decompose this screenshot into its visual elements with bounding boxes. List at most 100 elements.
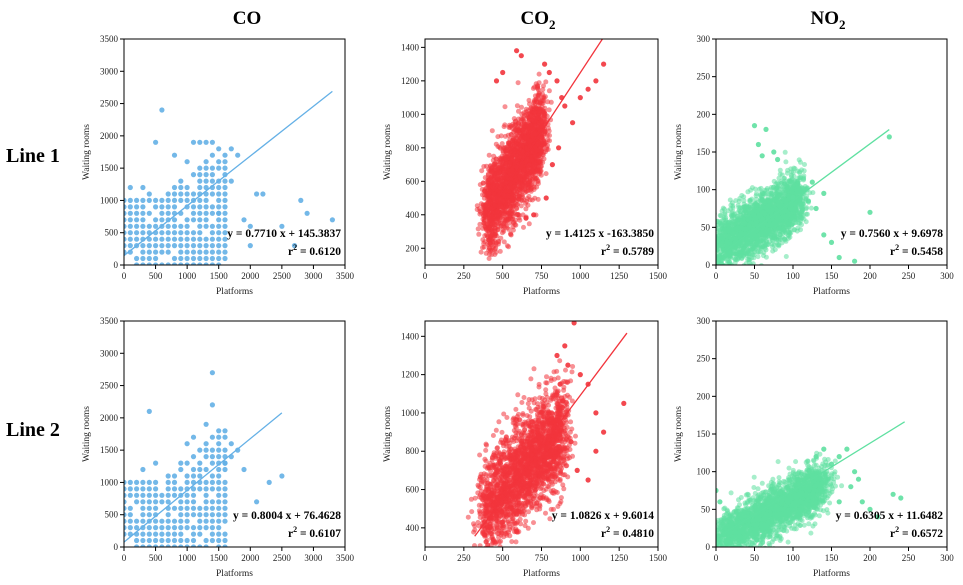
data-point <box>165 537 171 544</box>
data-point <box>190 217 197 223</box>
data-point <box>768 210 774 215</box>
data-point <box>535 92 541 98</box>
data-point <box>512 184 518 190</box>
data-point <box>503 216 509 222</box>
data-point <box>184 184 190 191</box>
data-point <box>525 122 531 128</box>
data-point <box>800 207 806 213</box>
data-point <box>758 263 764 265</box>
data-point <box>140 262 146 265</box>
data-point <box>493 178 499 184</box>
data-point <box>540 87 546 93</box>
data-point <box>708 233 713 238</box>
data-point <box>755 141 762 148</box>
data-point <box>521 110 527 116</box>
data-point <box>134 537 140 544</box>
data-point <box>767 227 773 233</box>
data-point <box>216 518 222 524</box>
data-point <box>734 214 740 219</box>
data-point <box>741 216 747 222</box>
data-point <box>216 512 222 518</box>
data-point <box>541 83 546 89</box>
data-point <box>209 191 215 197</box>
data-point <box>266 479 272 485</box>
data-point <box>216 243 222 249</box>
data-point <box>209 139 215 145</box>
data-point <box>222 255 228 262</box>
data-point <box>498 204 504 210</box>
data-point <box>526 130 531 135</box>
data-point <box>479 168 485 174</box>
data-point <box>184 479 190 485</box>
r-squared-label: r2 = 0.5789 <box>601 243 654 258</box>
data-point <box>518 53 524 59</box>
data-point <box>828 239 835 245</box>
data-point <box>178 486 184 492</box>
data-point <box>222 152 228 158</box>
data-point <box>761 200 767 206</box>
data-point <box>515 212 521 218</box>
data-point <box>495 164 501 170</box>
data-point <box>279 473 285 479</box>
data-point <box>209 499 215 505</box>
data-point <box>254 191 260 197</box>
data-point <box>197 139 203 145</box>
data-point <box>190 454 197 460</box>
data-point <box>279 223 285 229</box>
data-point <box>500 148 506 154</box>
data-point <box>159 492 165 498</box>
data-point <box>171 191 178 197</box>
data-point <box>146 479 152 485</box>
data-point <box>577 95 583 101</box>
data-point <box>532 175 538 181</box>
data-point <box>538 163 544 169</box>
data-point <box>513 141 519 147</box>
data-point <box>216 223 222 229</box>
data-point <box>489 184 495 190</box>
data-point <box>746 224 752 229</box>
data-point <box>716 243 722 249</box>
data-point <box>291 243 298 249</box>
data-point <box>209 262 215 265</box>
data-point <box>165 499 171 505</box>
data-point <box>203 178 209 184</box>
data-point <box>184 217 190 223</box>
data-point <box>127 512 133 518</box>
data-point <box>222 191 228 197</box>
data-point <box>216 249 222 255</box>
data-point <box>216 531 222 537</box>
data-point <box>241 466 247 473</box>
data-point <box>140 210 146 216</box>
data-point <box>222 204 228 210</box>
data-point <box>752 186 758 192</box>
scatter-panel-line1-co: 0 500 1000 1500 2000 2500 3000 3500050010001500… <box>82 34 355 297</box>
data-point <box>203 172 209 178</box>
data-point <box>508 232 514 238</box>
data-point <box>171 184 178 191</box>
data-point <box>562 103 568 109</box>
data-point <box>786 229 792 235</box>
data-point <box>222 447 228 453</box>
data-point <box>190 243 197 249</box>
data-point <box>222 512 228 518</box>
data-point <box>159 230 165 236</box>
data-point <box>134 499 140 505</box>
data-point <box>745 248 751 254</box>
data-point <box>153 217 159 223</box>
data-point <box>728 236 734 242</box>
data-point <box>541 111 547 117</box>
data-point <box>222 249 228 255</box>
data-point <box>140 243 146 249</box>
data-point <box>531 100 537 106</box>
data-point <box>785 222 791 227</box>
data-point <box>773 227 779 233</box>
y-tick-label: 2500 <box>100 99 119 109</box>
x-axis-label: Platforms <box>216 286 253 297</box>
data-point <box>585 86 591 92</box>
data-point <box>241 217 247 223</box>
data-point <box>482 221 488 227</box>
data-point <box>153 505 159 511</box>
data-point <box>709 250 714 255</box>
y-tick-label: 2000 <box>100 131 119 141</box>
data-point <box>506 188 512 194</box>
